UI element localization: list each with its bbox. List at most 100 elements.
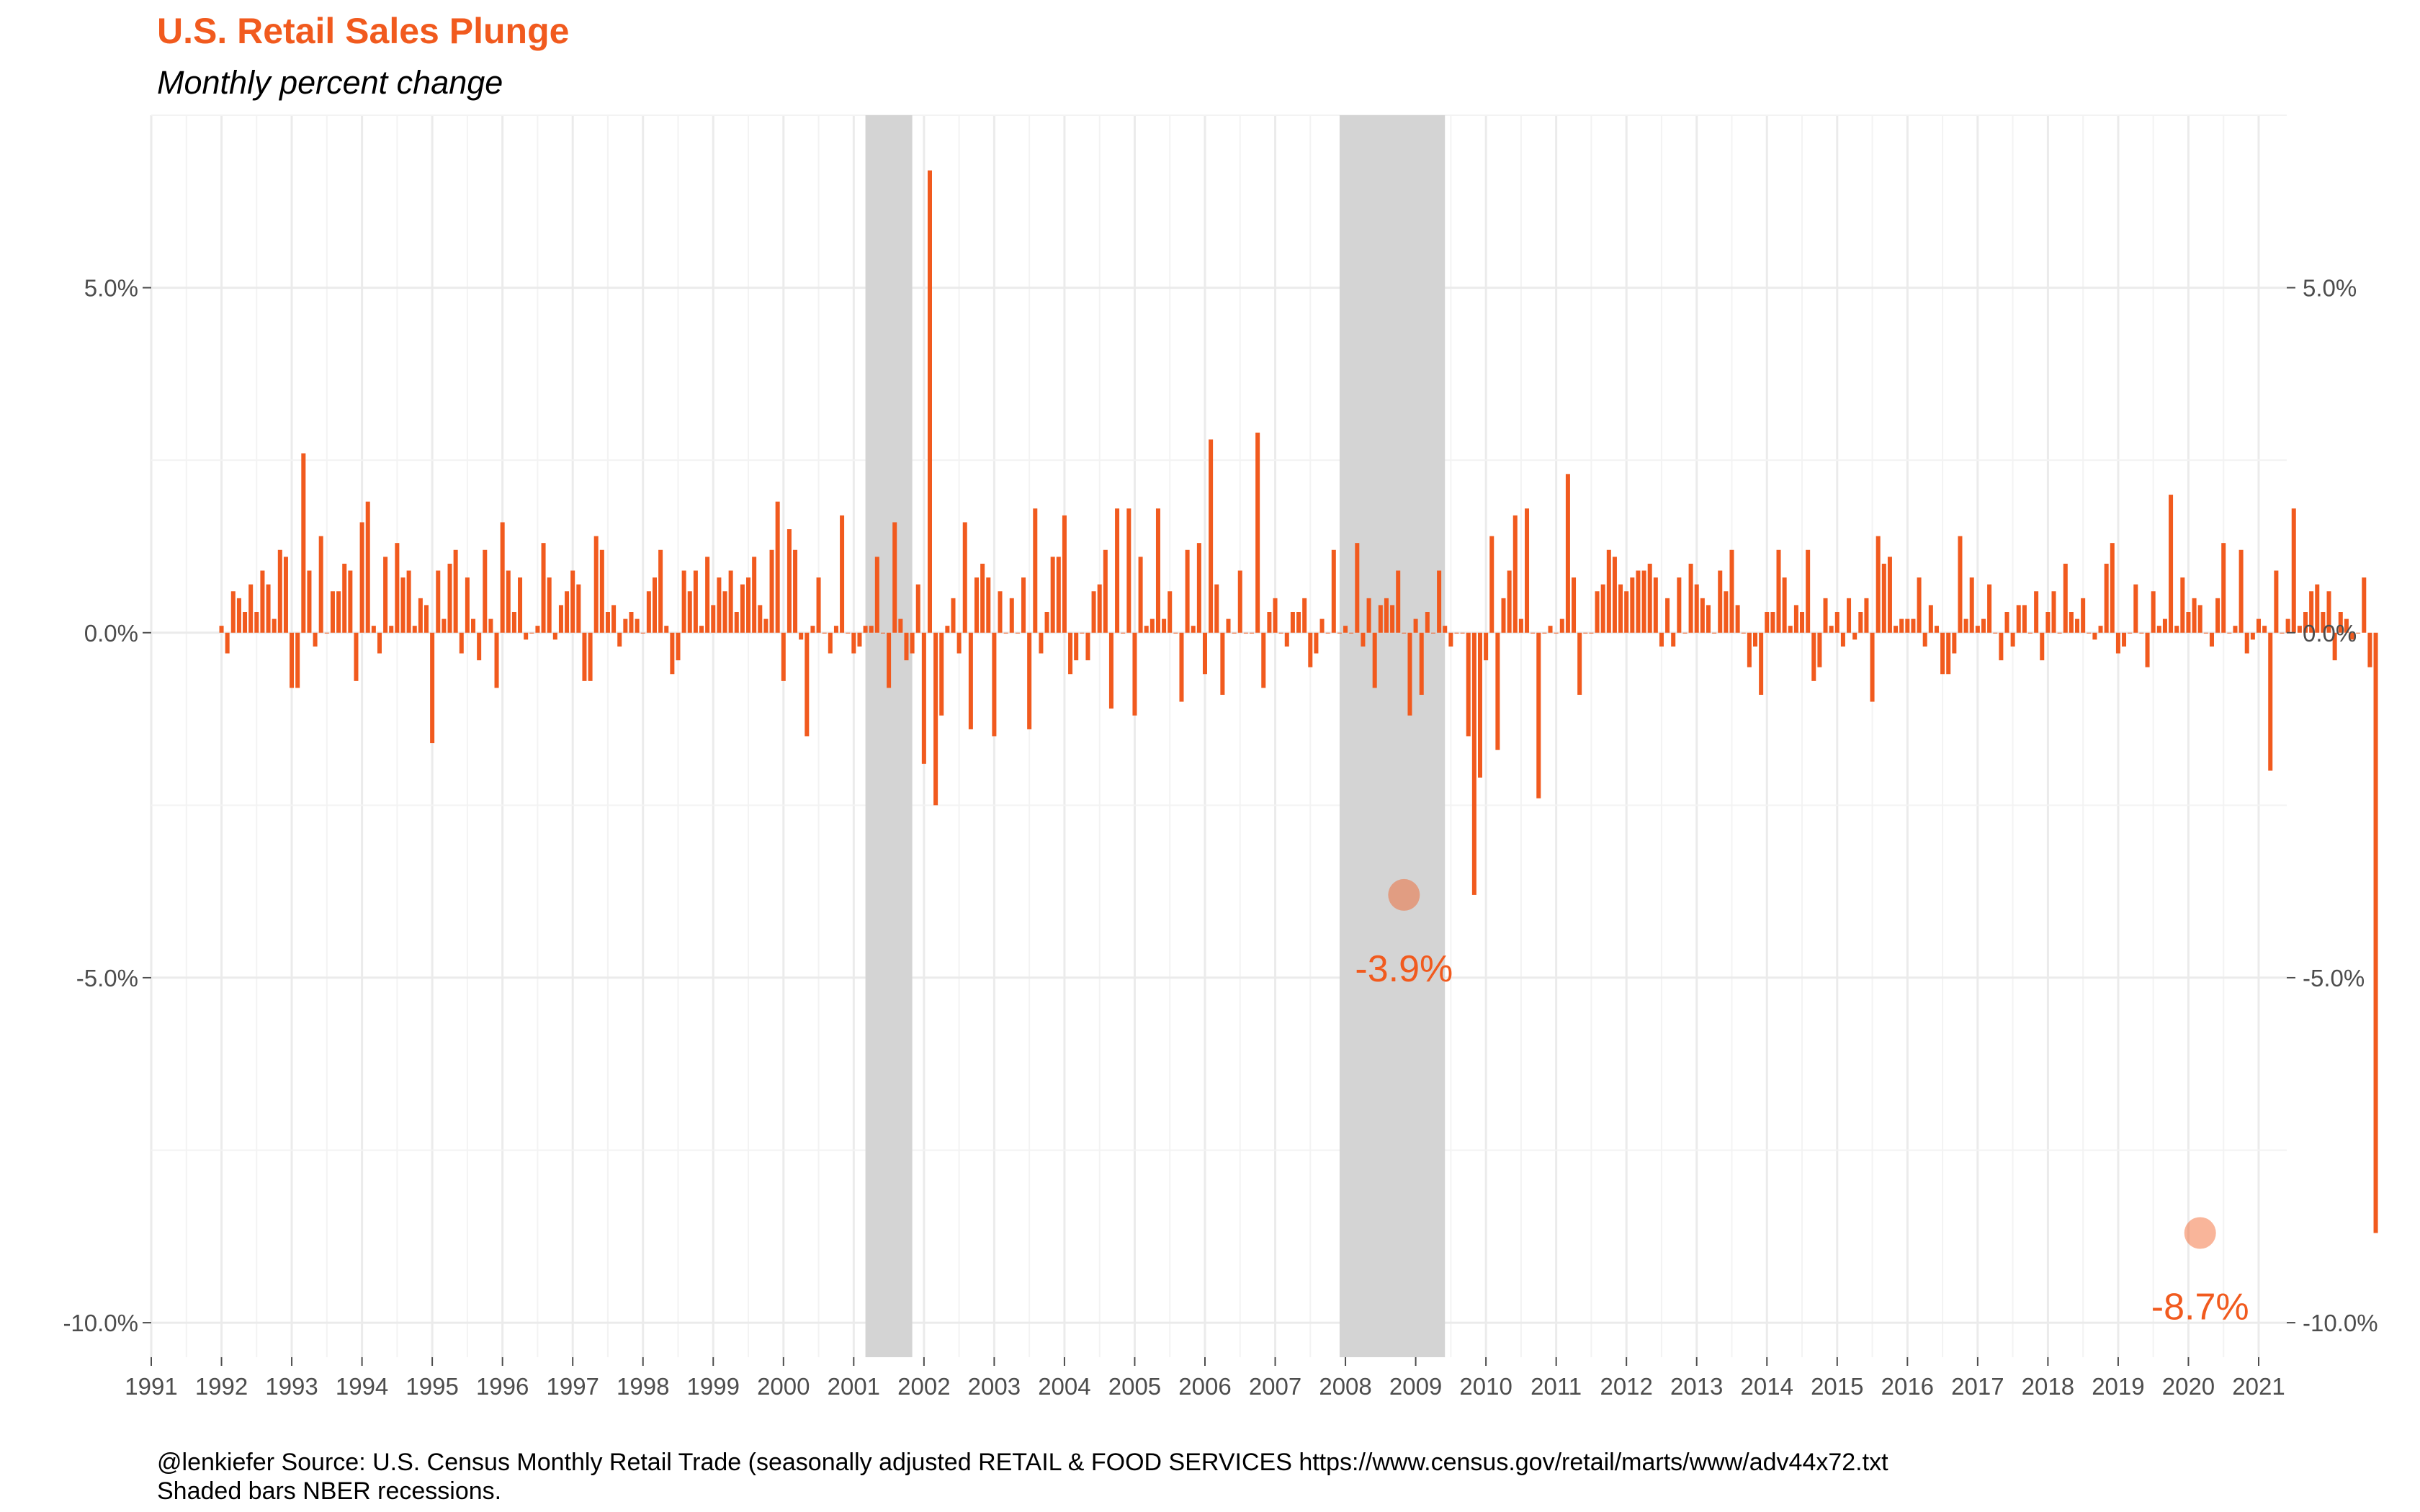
- bar: [974, 577, 980, 633]
- bar: [1512, 515, 1518, 633]
- caption-source: @lenkiefer Source: U.S. Census Monthly R…: [157, 1449, 1888, 1476]
- bar: [1477, 632, 1483, 778]
- bar: [371, 626, 376, 633]
- bar: [1033, 508, 1038, 633]
- bar: [986, 577, 991, 633]
- bar: [1659, 632, 1664, 647]
- bar: [1173, 632, 1178, 634]
- bar: [2057, 632, 2062, 634]
- bar: [1735, 605, 1740, 633]
- bar: [248, 584, 254, 633]
- bar: [459, 632, 464, 654]
- bar: [318, 536, 323, 633]
- bar: [1068, 632, 1073, 675]
- x-tick-label: 1991: [125, 1373, 177, 1400]
- bar: [2004, 612, 2009, 633]
- bar: [1887, 557, 1892, 633]
- bar: [1144, 626, 1149, 633]
- bar: [1471, 632, 1476, 895]
- bar: [2145, 632, 2150, 667]
- bar: [1278, 632, 1283, 634]
- bar: [225, 632, 230, 654]
- y-tick-label-right: 0.0%: [2303, 620, 2357, 647]
- bar: [359, 522, 364, 633]
- x-tick-label: 1998: [617, 1373, 669, 1400]
- bar: [1531, 632, 1536, 634]
- x-tick-label: 2013: [1670, 1373, 1723, 1400]
- y-tick-label-right: 5.0%: [2303, 275, 2357, 302]
- bar: [412, 626, 417, 633]
- bar: [477, 632, 482, 661]
- bar: [2297, 626, 2302, 633]
- bar: [658, 549, 663, 633]
- bar: [2233, 626, 2238, 633]
- bar: [1009, 598, 1014, 633]
- bar: [1630, 577, 1635, 633]
- bar: [1062, 515, 1067, 633]
- bar: [1191, 626, 1196, 633]
- x-tick-label: 2018: [2022, 1373, 2074, 1400]
- bar: [1226, 618, 1231, 633]
- bar: [301, 453, 306, 633]
- bar: [1162, 618, 1167, 633]
- bar: [921, 632, 926, 764]
- bar: [611, 605, 617, 633]
- bar: [576, 584, 581, 633]
- bar: [1864, 598, 1869, 633]
- x-tick-label: 2005: [1108, 1373, 1161, 1400]
- bar: [290, 632, 295, 688]
- bar: [728, 570, 733, 633]
- x-tick-label: 2000: [757, 1373, 810, 1400]
- bar: [980, 563, 985, 633]
- bar: [810, 626, 815, 633]
- bar: [646, 591, 651, 633]
- bar: [2256, 618, 2261, 633]
- bar: [1284, 632, 1289, 647]
- bar: [2192, 598, 2197, 633]
- bar: [2321, 612, 2326, 633]
- bar: [1273, 598, 1278, 633]
- bar: [266, 584, 271, 633]
- y-tick-label-right: -10.0%: [2303, 1310, 2378, 1336]
- bar: [2344, 618, 2349, 633]
- bar: [1975, 626, 1980, 633]
- bar: [1419, 632, 1424, 695]
- bar: [846, 632, 851, 634]
- bar: [635, 618, 640, 633]
- bar: [1108, 632, 1113, 709]
- bar: [758, 605, 763, 633]
- bar: [1085, 632, 1090, 661]
- bar: [582, 632, 587, 681]
- bar: [418, 598, 423, 633]
- bar: [1080, 632, 1085, 634]
- x-tick-label: 2020: [2162, 1373, 2215, 1400]
- bar: [623, 618, 628, 633]
- bar: [1823, 598, 1828, 633]
- x-tick-label: 2011: [1531, 1373, 1582, 1400]
- bar: [1600, 584, 1605, 633]
- bar: [2174, 626, 2179, 633]
- bar: [1940, 632, 1945, 675]
- x-tick-label: 1995: [405, 1373, 458, 1400]
- x-tick-label: 2007: [1249, 1373, 1301, 1400]
- bar: [1319, 618, 1325, 633]
- bar: [2362, 577, 2367, 633]
- bar: [1518, 618, 1523, 633]
- bar: [2350, 632, 2355, 640]
- bar: [1876, 536, 1881, 633]
- x-tick-label: 2019: [2092, 1373, 2144, 1400]
- bar: [2326, 591, 2331, 633]
- bar: [1501, 598, 1506, 633]
- bar: [570, 570, 575, 633]
- bar: [781, 632, 786, 681]
- bar: [471, 618, 476, 633]
- bar: [1782, 577, 1787, 633]
- bar: [243, 612, 248, 633]
- bar: [1963, 618, 1968, 633]
- bar: [1934, 626, 1939, 633]
- bar: [453, 549, 458, 633]
- bar: [2244, 632, 2249, 654]
- x-tick-label: 2012: [1600, 1373, 1652, 1400]
- bar: [483, 549, 488, 633]
- bar: [1589, 632, 1594, 634]
